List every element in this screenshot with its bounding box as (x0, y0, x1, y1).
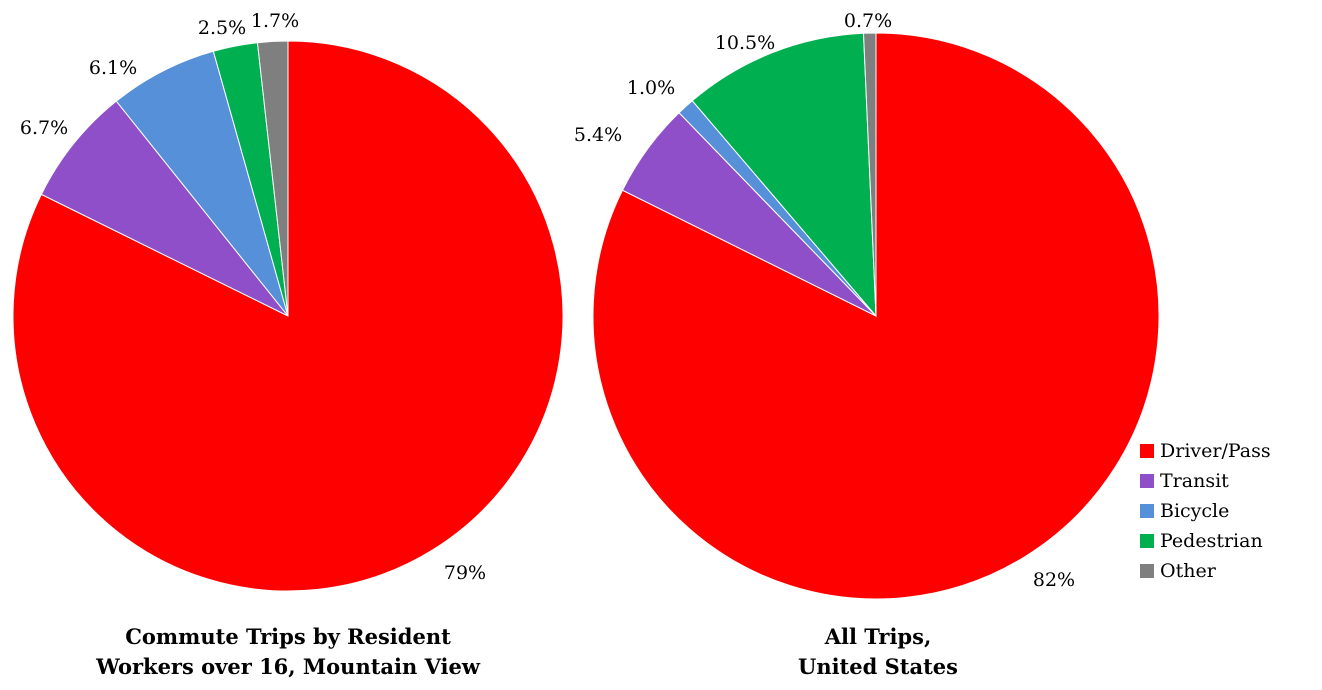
legend-swatch (1140, 564, 1154, 578)
legend-label: Other (1160, 560, 1216, 582)
legend-item-pedestrian: Pedestrian (1140, 526, 1320, 556)
pie-chart-all-trips-us: 82% 5.4% 1.0% 10.5% 0.7% (574, 10, 1160, 600)
pie-slice-transit (40, 100, 289, 317)
pie-chart-commute-mountain-view: 79% 6.7% 6.1% 2.5% 1.7% (12, 10, 564, 592)
legend-item-driver-pass: Driver/Pass (1140, 436, 1320, 466)
data-label-pedestrian: 10.5% (715, 32, 775, 54)
legend-item-transit: Transit (1140, 466, 1320, 496)
legend-item-other: Other (1140, 556, 1320, 586)
legend-swatch (1140, 534, 1154, 548)
chart-title-line: Workers over 16, Mountain View (96, 654, 480, 679)
chart-title-all-trips-us: All Trips, United States (628, 622, 1128, 682)
legend-swatch (1140, 474, 1154, 488)
legend-label: Bicycle (1160, 500, 1230, 522)
data-label-transit: 5.4% (574, 124, 622, 146)
legend-swatch (1140, 504, 1154, 518)
legend-item-bicycle: Bicycle (1140, 496, 1320, 526)
data-label-other: 1.7% (251, 10, 299, 32)
legend-label: Driver/Pass (1160, 440, 1271, 462)
data-label-driver-pass: 79% (444, 562, 486, 584)
legend-label: Pedestrian (1160, 530, 1263, 552)
data-label-driver-pass: 82% (1033, 569, 1075, 591)
chart-title-commute-mountain-view: Commute Trips by Resident Workers over 1… (38, 622, 538, 682)
pie-slice-other (862, 32, 877, 317)
data-label-bicycle: 6.1% (89, 57, 137, 79)
pie-slice-pedestrian (691, 32, 877, 318)
data-label-other: 0.7% (844, 10, 892, 32)
data-label-pedestrian: 2.5% (198, 17, 246, 39)
pie-slice-driver-pass (12, 40, 564, 592)
pie-slice-other (256, 40, 289, 317)
legend-label: Transit (1160, 470, 1229, 492)
data-label-transit: 6.7% (20, 117, 68, 139)
data-label-bicycle: 1.0% (627, 77, 675, 99)
legend-swatch (1140, 444, 1154, 458)
legend: Driver/Pass Transit Bicycle Pedestrian O… (1140, 436, 1320, 586)
chart-title-line: All Trips, (824, 624, 932, 649)
chart-title-line: Commute Trips by Resident (125, 624, 451, 649)
chart-title-line: United States (798, 654, 958, 679)
